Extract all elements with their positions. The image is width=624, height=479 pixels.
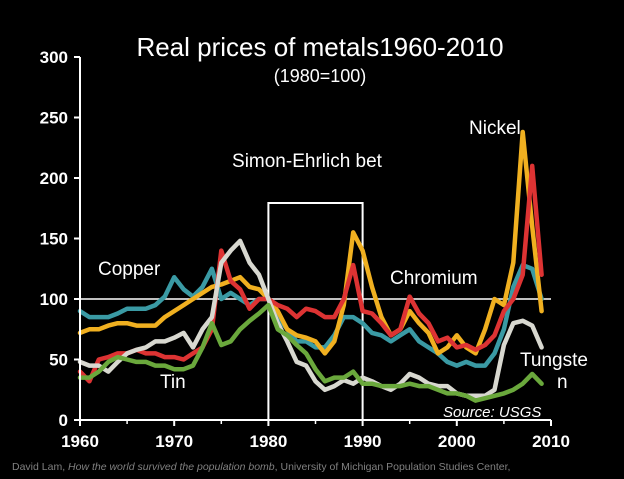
label-copper: Copper (98, 259, 161, 280)
y-tick-label: 0 (59, 411, 68, 430)
bet-box-label-text: Simon-Ehrlich bet (232, 151, 382, 172)
series-line-chromium (77, 163, 544, 384)
footer-credit: David Lam, How the world survived the po… (12, 461, 510, 473)
chart-title: Real prices of metals1960-2010 (136, 32, 504, 62)
y-tick-label: 250 (40, 109, 68, 128)
axis-layer: 0 50 100 150 200 250 300 1960 1970 1980 1990 2000 20… (40, 48, 570, 451)
source-note: Source: USGS (443, 404, 542, 421)
x-tick-label: 1980 (249, 432, 287, 451)
x-tick-label: 2000 (438, 432, 476, 451)
footer-affiliation: , University of Michigan Population Stud… (274, 461, 511, 473)
x-tick-label: 1990 (344, 432, 382, 451)
x-tick-label: 1960 (61, 432, 99, 451)
label-nickel: Nickel (469, 118, 521, 139)
y-tick-label: 200 (40, 169, 68, 188)
footer-author: David Lam, (12, 461, 69, 473)
y-tick-label: 150 (40, 230, 68, 249)
footer-work: How the world survived the population bo… (68, 461, 275, 473)
label-tin: Tin (160, 372, 186, 393)
label-chromium: Chromium (390, 268, 478, 289)
x-tick-label: 2010 (532, 432, 570, 451)
y-tick-label: 100 (40, 290, 68, 309)
y-tick-label: 50 (49, 351, 68, 370)
y-tick-label: 300 (40, 48, 68, 67)
series-line-tin (77, 302, 544, 403)
label-tungsten-n: n (557, 372, 568, 393)
series-layer (77, 129, 544, 403)
series-line-copper (77, 262, 544, 368)
bet-box-label: Simon-Ehrlich bet (232, 150, 382, 174)
x-tick-label: 1970 (155, 432, 193, 451)
chart-subtitle: (1980=100) (273, 66, 367, 86)
label-tungsten: Tungste (520, 350, 588, 371)
